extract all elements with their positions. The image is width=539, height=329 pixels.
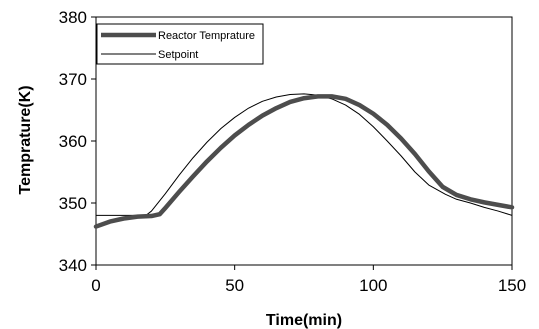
series-layer <box>93 93 515 229</box>
legend-box <box>96 23 264 65</box>
series-line-setpoint <box>95 93 513 216</box>
x-tick-label: 150 <box>498 276 526 295</box>
x-tick-label: 100 <box>359 276 387 295</box>
y-tick-label: 380 <box>59 8 87 27</box>
x-tick-label: 50 <box>225 276 244 295</box>
x-tick-label: 0 <box>91 276 100 295</box>
y-tick-label: 350 <box>59 194 87 213</box>
y-tick-label: 340 <box>59 256 87 275</box>
legend-label-setpoint: Setpoint <box>158 49 198 61</box>
y-axis-title: Temprature(K) <box>17 85 34 194</box>
y-tick-label: 370 <box>59 70 87 89</box>
legend: Reactor Temprature Setpoint <box>96 23 264 65</box>
y-axis: 340 350 360 370 380 <box>59 8 96 275</box>
x-axis: 0 50 100 150 <box>91 265 526 295</box>
legend-label-reactor: Reactor Temprature <box>158 30 255 42</box>
x-axis-title: Time(min) <box>266 312 342 329</box>
y-tick-label: 360 <box>59 132 87 151</box>
series-line-reactor-temprature <box>93 94 515 229</box>
